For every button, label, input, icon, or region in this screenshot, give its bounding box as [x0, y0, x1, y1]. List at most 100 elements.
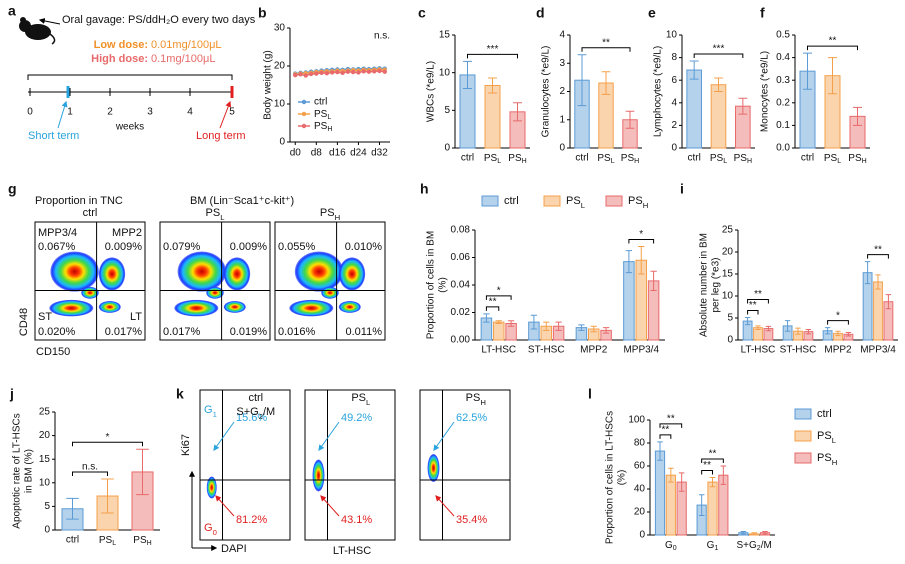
x-tick-label: ctrl — [66, 535, 79, 546]
y-axis-label: Lymphocytes (*e9/L) — [653, 46, 664, 137]
error-bar — [668, 467, 674, 483]
x-tick-label: ST-HSC — [780, 345, 817, 356]
y-tick-label: 1 — [559, 114, 565, 125]
y-tick-label: 0.3 — [776, 75, 790, 86]
point — [324, 71, 330, 76]
week-label: 4 — [187, 107, 193, 118]
quadrant-percent: 0.010% — [345, 241, 383, 253]
y-tick-label: 0.5 — [776, 30, 790, 41]
y-tick-label: 10 — [666, 30, 678, 41]
density-blob — [49, 299, 94, 317]
x-tick-label: d16 — [329, 148, 346, 159]
legend-label: ctrl — [314, 97, 327, 108]
g0-percent: 43.1% — [341, 514, 372, 526]
week-label: 2 — [107, 107, 113, 118]
week-label: 1 — [67, 107, 73, 118]
error-bar — [738, 97, 748, 115]
density-blob — [174, 299, 219, 317]
panel-label: g — [8, 181, 17, 197]
arrow — [320, 495, 340, 517]
y-tick-label: 0 — [279, 137, 285, 148]
arrow — [215, 495, 235, 517]
point — [377, 68, 382, 74]
significance-bracket — [827, 320, 849, 325]
y-tick-label: 0.4 — [776, 52, 790, 63]
y-tick-label: 0.08 — [451, 225, 471, 236]
x-tick-label: ctrl — [801, 153, 814, 164]
error-bar — [602, 327, 610, 334]
significance-label: ** — [667, 413, 675, 424]
significance-bracket — [867, 254, 889, 259]
y-tick-label: 5 — [444, 105, 450, 116]
schematic-title: Oral gavage: PS/ddH₂O every two days — [62, 14, 256, 26]
x-axis-label: CD150 — [36, 346, 70, 358]
x-tick-label: PSH — [734, 153, 752, 166]
error-bar — [803, 52, 812, 90]
axis-label: weeks — [115, 122, 144, 133]
significance-label: ** — [749, 300, 757, 311]
significance-label: *** — [487, 44, 499, 55]
error-bar — [488, 77, 497, 94]
point — [366, 69, 372, 74]
high-dose: 0.1mg/100μL — [151, 53, 215, 65]
bar — [623, 261, 635, 341]
significance-bracket — [747, 310, 759, 315]
density-blob — [206, 286, 224, 299]
long-term: Long term — [196, 130, 246, 142]
point — [372, 69, 377, 74]
plot-title: PSH — [466, 392, 486, 407]
short-term: Short term — [28, 130, 79, 142]
density-blob — [338, 257, 366, 291]
arrow — [318, 421, 340, 451]
error-bar — [507, 320, 515, 327]
y-tick-label: 0.02 — [451, 307, 471, 318]
y-tick-label: 8 — [671, 52, 677, 63]
legend-marker — [301, 111, 307, 117]
density-blob — [206, 476, 217, 499]
x-tick-label: PSH — [848, 153, 866, 166]
x-tick-label: PSH — [508, 153, 526, 166]
legend-swatch — [605, 195, 623, 207]
error-bar — [590, 325, 597, 333]
x-tick-label: d8 — [311, 148, 323, 159]
x-tick-label: d32 — [371, 148, 388, 159]
density-blob — [289, 299, 334, 317]
error-bar — [762, 531, 768, 535]
error-bar — [845, 332, 852, 337]
error-bar — [744, 317, 751, 326]
plot-frame — [199, 389, 291, 541]
density-blob — [427, 454, 440, 482]
y-axis-label: Monocytes (*e9/L) — [760, 51, 771, 132]
y-tick-label: 25 — [39, 407, 51, 418]
legend-swatch — [794, 408, 812, 420]
error-bar — [483, 313, 490, 323]
error-bar — [751, 532, 757, 536]
x-tick-label: PSH — [621, 153, 639, 166]
y-tick-label: 0 — [559, 143, 565, 154]
point — [293, 72, 298, 78]
density-blob — [294, 251, 344, 292]
panel-label: k — [176, 386, 184, 402]
error-bar — [828, 57, 837, 95]
x-tick-label: MPP2 — [824, 345, 852, 356]
error-bar — [678, 472, 685, 492]
significance-label: * — [639, 229, 643, 240]
y-tick-label: 0.2 — [776, 97, 790, 108]
week-label: 0 — [27, 107, 33, 118]
error-bar — [625, 250, 633, 274]
point — [298, 72, 303, 77]
significance-bracket — [701, 458, 724, 463]
quadrant-percent: 0.019% — [230, 326, 268, 338]
point — [308, 71, 314, 77]
x-tick-label: PSL — [484, 153, 501, 166]
error-bar — [720, 465, 727, 485]
y-tick-label: 20 — [634, 507, 646, 518]
plot-title: PSL — [206, 207, 226, 222]
y-tick-label: 2 — [671, 120, 677, 131]
legend-marker — [301, 99, 307, 105]
y-tick-label: 4 — [671, 97, 677, 108]
y-tick-label: 20 — [274, 61, 286, 72]
density-blob — [50, 251, 99, 292]
y-tick-label: 0.00 — [451, 335, 471, 346]
